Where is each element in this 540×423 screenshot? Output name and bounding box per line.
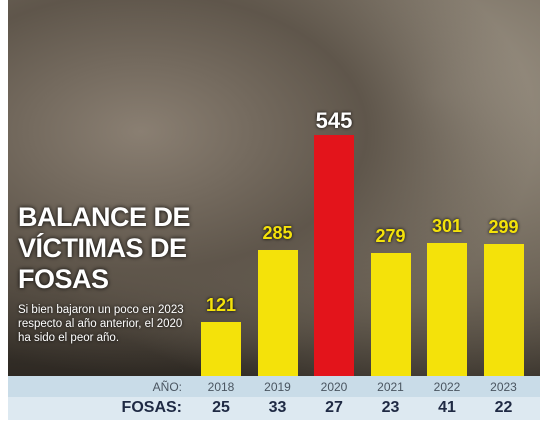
fosas-value: 22 [476, 399, 532, 417]
value-label: 279 [361, 226, 421, 247]
x-tick-label: 2020 [306, 380, 362, 394]
chart-subtitle: Si bien bajaron un poco en 2023 respecto… [18, 303, 198, 345]
fosas-value: 25 [193, 399, 249, 417]
x-tick-label: 2023 [476, 380, 532, 394]
bar [314, 135, 354, 376]
x-tick-label: 2019 [250, 380, 306, 394]
bar [258, 250, 298, 376]
infographic: BALANCE DE VÍCTIMAS DE FOSAS Si bien baj… [0, 0, 540, 423]
x-tick-label: 2022 [419, 380, 475, 394]
fosas-value: 33 [250, 399, 306, 417]
value-label: 545 [304, 108, 364, 134]
bar [201, 322, 241, 376]
x-tick-label: 2021 [363, 380, 419, 394]
value-label: 301 [417, 216, 477, 237]
bar [427, 243, 467, 376]
value-label: 299 [474, 217, 534, 238]
fosas-value: 27 [306, 399, 362, 417]
chart-title: BALANCE DE VÍCTIMAS DE FOSAS [18, 202, 208, 295]
fosas-value: 23 [363, 399, 419, 417]
value-label: 285 [248, 223, 308, 244]
x-tick-label: 2018 [193, 380, 249, 394]
year-row-label: AÑO: [120, 380, 182, 394]
fosas-row-label: FOSAS: [80, 399, 182, 417]
fosas-value: 41 [419, 399, 475, 417]
value-label: 121 [191, 295, 251, 316]
bar [484, 244, 524, 376]
bar [371, 253, 411, 376]
